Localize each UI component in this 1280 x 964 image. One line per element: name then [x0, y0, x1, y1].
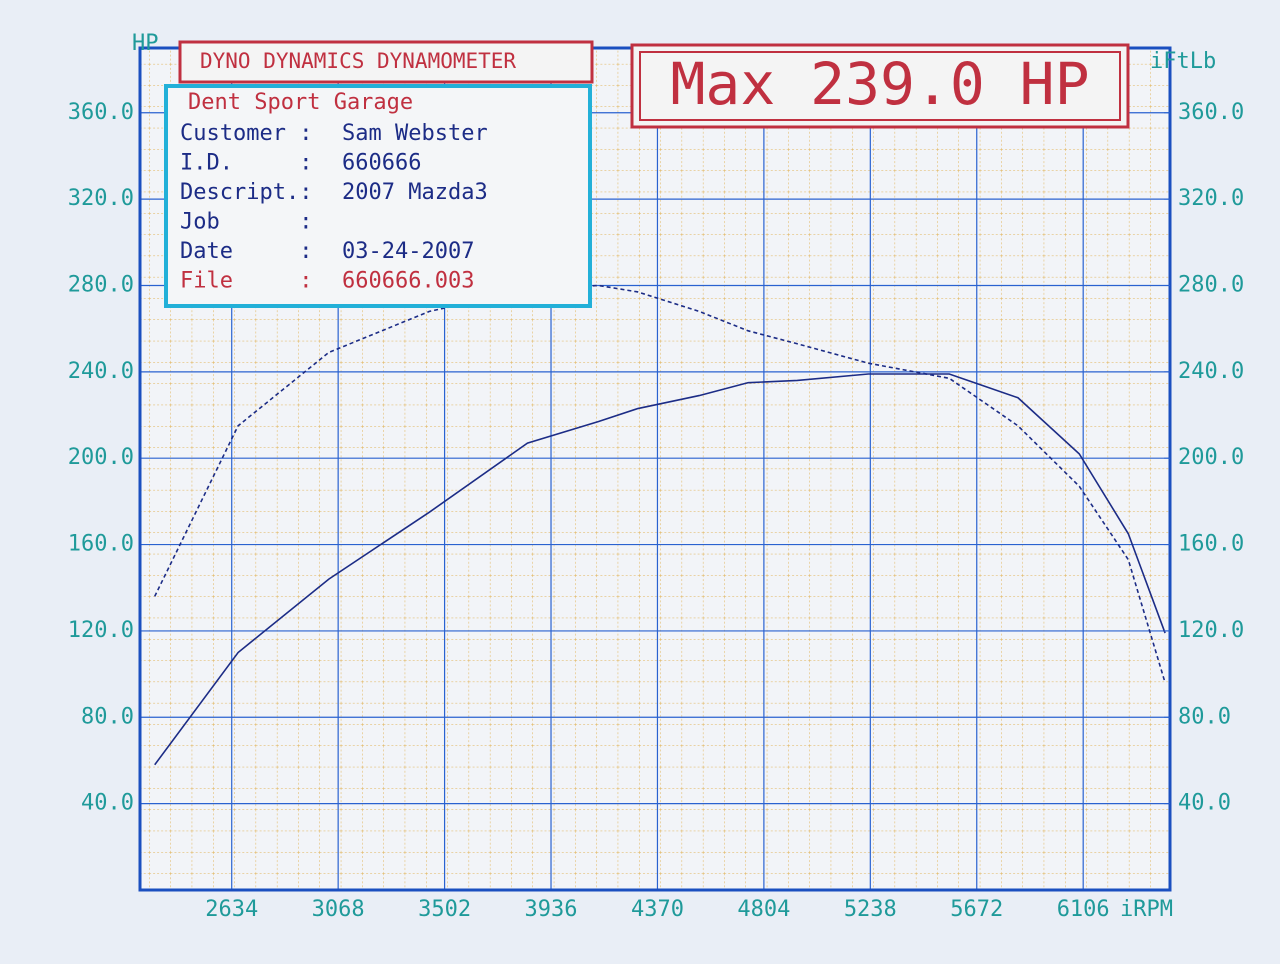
max-box: Max 239.0 HP: [630, 43, 1130, 129]
max-annotation: Max 239.0 HP: [670, 50, 1089, 118]
info-box: Dent Sport Garage Customer : Sam Webster I…: [164, 84, 592, 308]
y2-tick-label: 360.0: [1178, 100, 1244, 125]
y2-tick-label: 280.0: [1178, 272, 1244, 297]
x-axis-label: iRPM: [1120, 897, 1173, 922]
info-label: I.D. :: [180, 151, 312, 176]
x-tick-label: 3068: [312, 897, 365, 922]
y-tick-label: 160.0: [68, 532, 134, 557]
info-value: 03-24-2007: [342, 239, 474, 264]
y2-tick-label: 80.0: [1178, 704, 1231, 729]
y-tick-label: 280.0: [68, 272, 134, 297]
info-value: 660666: [342, 151, 421, 176]
y-tick-label: 120.0: [68, 618, 134, 643]
y2-axis-label: iFtLb: [1150, 49, 1216, 74]
x-tick-label: 5238: [844, 897, 897, 922]
info-label: Customer :: [180, 121, 312, 146]
x-tick-label: 3936: [525, 897, 578, 922]
y2-tick-label: 320.0: [1178, 186, 1244, 211]
y-tick-label: 200.0: [68, 445, 134, 470]
y-tick-label: 80.0: [81, 704, 134, 729]
y2-tick-label: 200.0: [1178, 445, 1244, 470]
x-tick-label: 4804: [737, 897, 790, 922]
y2-tick-label: 240.0: [1178, 359, 1244, 384]
y2-tick-label: 160.0: [1178, 532, 1244, 557]
power-line: [154, 373, 1166, 766]
info-label: Date :: [180, 239, 312, 264]
info-value: 660666.003: [342, 269, 474, 294]
y-axis-label: HP: [132, 31, 159, 56]
y2-tick-label: 40.0: [1178, 791, 1231, 816]
x-tick-label: 3502: [418, 897, 471, 922]
info-label: Descript.:: [180, 180, 312, 205]
y-tick-label: 240.0: [68, 359, 134, 384]
title: DYNO DYNAMICS DYNAMOMETER: [200, 49, 516, 73]
y-tick-label: 360.0: [68, 100, 134, 125]
y2-tick-label: 120.0: [1178, 618, 1244, 643]
x-tick-label: 2634: [205, 897, 258, 922]
title-box: DYNO DYNAMICS DYNAMOMETER: [178, 40, 594, 84]
torque-line: [153, 284, 1166, 683]
y-tick-label: 320.0: [68, 186, 134, 211]
y-tick-label: 40.0: [81, 791, 134, 816]
x-tick-label: 6106: [1057, 897, 1110, 922]
shop-name: Dent Sport Garage: [188, 90, 413, 115]
info-value: 2007 Mazda3: [342, 180, 488, 205]
x-tick-label: 5672: [950, 897, 1003, 922]
x-tick-label: 4370: [631, 897, 684, 922]
info-value: Sam Webster: [342, 121, 488, 146]
info-label: File :: [180, 269, 312, 294]
info-label: Job :: [180, 210, 312, 235]
